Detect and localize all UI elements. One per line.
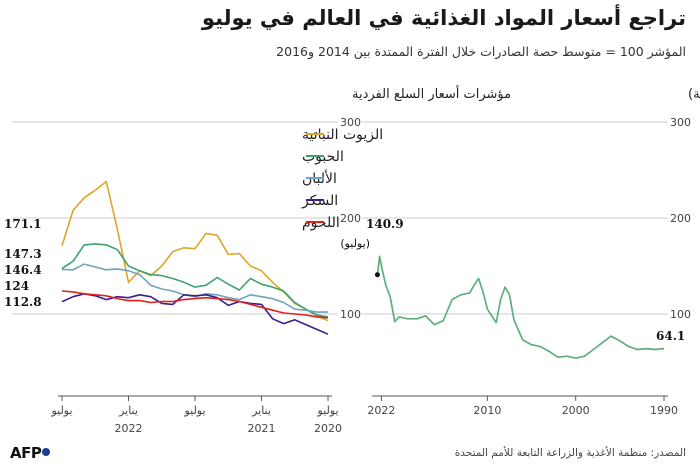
left-x-tick-label: يوليو	[50, 404, 72, 417]
left-x-tick-label: يوليو	[316, 404, 338, 417]
series-line-oils	[61, 180, 329, 322]
latest-value-label: 146.4	[4, 263, 42, 277]
series-line-dairy	[61, 263, 328, 313]
right-x-tick-label: 2010	[473, 404, 501, 417]
series-line-fao	[376, 255, 665, 360]
earliest-value-label: 64.1	[656, 329, 685, 343]
left-x-tick-year: 2022	[115, 422, 143, 435]
latest-value-label: 124	[4, 279, 29, 293]
chart-title: تراجع أسعار المواد الغذائية في العالم في…	[201, 6, 686, 30]
left-x-tick-label: يوليو	[183, 404, 205, 417]
afp-logo: AFP	[10, 444, 51, 462]
left-y-tick-100: 100	[340, 308, 361, 321]
right-x-tick-label: 2000	[562, 404, 590, 417]
right-y-tick-100: 100	[670, 308, 691, 321]
left-x-tick-year: 2020	[314, 422, 342, 435]
latest-value-label: 140.9	[366, 217, 404, 231]
afp-logo-dot	[42, 448, 51, 456]
fao-index-panel: مؤشر الفاو لأسعار الغذاء (أسعار إسمية) 1…	[340, 85, 700, 417]
left-x-tick-label: يناير	[118, 404, 138, 417]
chart-subtitle: المؤشر 100 = متوسط حصة الصادرات خلال الف…	[276, 44, 686, 59]
series-line-sugar	[61, 292, 329, 335]
right-y-tick-300: 300	[670, 116, 691, 129]
latest-value-label: 112.8	[4, 295, 42, 309]
right-y-tick-200: 200	[670, 212, 691, 225]
latest-value-label: 171.1	[4, 217, 42, 231]
left-y-tick-300: 300	[340, 116, 361, 129]
source-note: المصدر: منظمة الأغذية والزراعة التابعة ل…	[454, 447, 686, 459]
latest-value-label: 147.3	[4, 247, 42, 261]
latest-month-label: (يوليو)	[340, 237, 370, 250]
series-line-cereals	[61, 243, 329, 318]
legend-label-oils: الزيوت النباتية	[302, 127, 383, 143]
fao-index-panel-title: مؤشر الفاو لأسعار الغذاء (أسعار إسمية)	[688, 85, 700, 102]
left-y-tick-200: 200	[340, 212, 361, 225]
right-x-tick-label: 2022	[367, 404, 395, 417]
commodities-panel-title: مؤشرات أسعار السلع الفردية	[352, 85, 511, 102]
commodities-panel: مؤشرات أسعار السلع الفردية 100 200 300 يول…	[4, 85, 511, 435]
series-line-meat	[61, 290, 329, 319]
left-x-tick-year: 2021	[248, 422, 276, 435]
left-x-tick-label: يناير	[251, 404, 271, 417]
latest-point-marker	[374, 272, 380, 278]
right-x-tick-label: 1990	[650, 404, 678, 417]
